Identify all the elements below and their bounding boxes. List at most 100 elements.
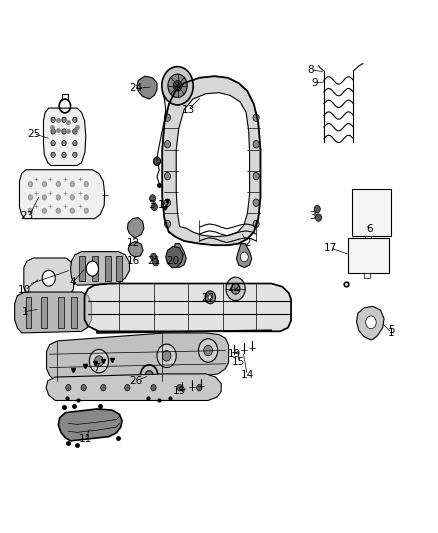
Circle shape [175, 252, 183, 262]
Text: 17: 17 [324, 243, 337, 253]
Text: 20: 20 [166, 256, 180, 266]
Polygon shape [79, 256, 85, 281]
Text: 5: 5 [388, 325, 395, 335]
Circle shape [28, 208, 32, 213]
Polygon shape [92, 256, 98, 281]
Polygon shape [58, 297, 64, 328]
Text: 15: 15 [232, 357, 245, 367]
Circle shape [81, 384, 86, 391]
Text: 17: 17 [158, 200, 171, 211]
Polygon shape [46, 374, 221, 400]
Circle shape [231, 284, 240, 294]
Circle shape [66, 384, 71, 391]
Polygon shape [365, 236, 371, 241]
Circle shape [89, 350, 109, 373]
Text: 19: 19 [228, 349, 241, 359]
Circle shape [315, 214, 321, 221]
Polygon shape [364, 273, 370, 278]
Circle shape [208, 295, 212, 300]
Circle shape [73, 117, 77, 123]
Circle shape [42, 181, 46, 187]
Polygon shape [25, 297, 31, 328]
Circle shape [253, 199, 259, 206]
Polygon shape [43, 108, 86, 165]
Circle shape [168, 74, 187, 98]
Circle shape [28, 195, 32, 200]
Text: 1: 1 [21, 306, 28, 317]
Circle shape [56, 208, 60, 213]
Bar [352, 189, 392, 236]
Circle shape [253, 220, 259, 228]
Polygon shape [137, 76, 157, 99]
Circle shape [101, 384, 106, 391]
Circle shape [164, 199, 170, 206]
Text: 26: 26 [129, 376, 143, 386]
Text: 23: 23 [20, 211, 34, 221]
Polygon shape [14, 292, 92, 333]
Text: 21: 21 [147, 256, 160, 266]
Polygon shape [19, 169, 105, 219]
Circle shape [150, 195, 155, 202]
Circle shape [51, 152, 55, 158]
Circle shape [125, 384, 130, 391]
Circle shape [73, 129, 77, 134]
Circle shape [84, 181, 88, 187]
Polygon shape [58, 409, 122, 441]
Text: 8: 8 [307, 65, 314, 75]
Circle shape [56, 181, 60, 187]
Circle shape [164, 141, 170, 148]
Circle shape [162, 351, 171, 361]
Circle shape [70, 181, 74, 187]
Circle shape [226, 277, 245, 301]
Circle shape [253, 172, 259, 180]
Circle shape [28, 181, 32, 187]
Text: 25: 25 [27, 128, 40, 139]
Polygon shape [127, 217, 144, 237]
Text: 19: 19 [173, 386, 186, 397]
Circle shape [84, 195, 88, 200]
Text: 4: 4 [69, 278, 76, 287]
Circle shape [42, 195, 46, 200]
Circle shape [164, 220, 170, 228]
Polygon shape [46, 333, 229, 381]
Circle shape [314, 205, 320, 213]
Circle shape [197, 384, 202, 391]
Circle shape [141, 365, 158, 386]
Text: 3: 3 [148, 200, 155, 211]
Circle shape [164, 172, 170, 180]
Circle shape [204, 345, 212, 356]
Circle shape [240, 252, 248, 262]
Polygon shape [162, 76, 261, 245]
Circle shape [177, 384, 182, 391]
Circle shape [42, 208, 46, 213]
Circle shape [62, 141, 66, 146]
Circle shape [42, 270, 55, 286]
Circle shape [162, 67, 193, 105]
Polygon shape [128, 241, 143, 257]
Circle shape [70, 208, 74, 213]
Text: 13: 13 [182, 104, 195, 115]
Polygon shape [237, 244, 252, 268]
Polygon shape [117, 256, 122, 281]
Text: 22: 22 [228, 283, 241, 293]
Polygon shape [171, 244, 186, 268]
Text: 12: 12 [127, 238, 141, 247]
Circle shape [366, 316, 376, 329]
Text: 7: 7 [93, 362, 100, 373]
Circle shape [62, 152, 66, 158]
Text: 14: 14 [241, 370, 254, 381]
Text: 11: 11 [79, 434, 92, 445]
Circle shape [145, 370, 153, 380]
Text: 1: 1 [388, 328, 395, 338]
Polygon shape [106, 256, 111, 281]
Circle shape [86, 261, 99, 276]
Circle shape [62, 129, 66, 134]
Circle shape [253, 114, 259, 122]
Polygon shape [357, 306, 384, 340]
Circle shape [51, 141, 55, 146]
Polygon shape [85, 284, 291, 332]
Text: 6: 6 [366, 224, 373, 235]
Circle shape [51, 129, 55, 134]
Text: 16: 16 [127, 256, 141, 266]
Circle shape [70, 195, 74, 200]
